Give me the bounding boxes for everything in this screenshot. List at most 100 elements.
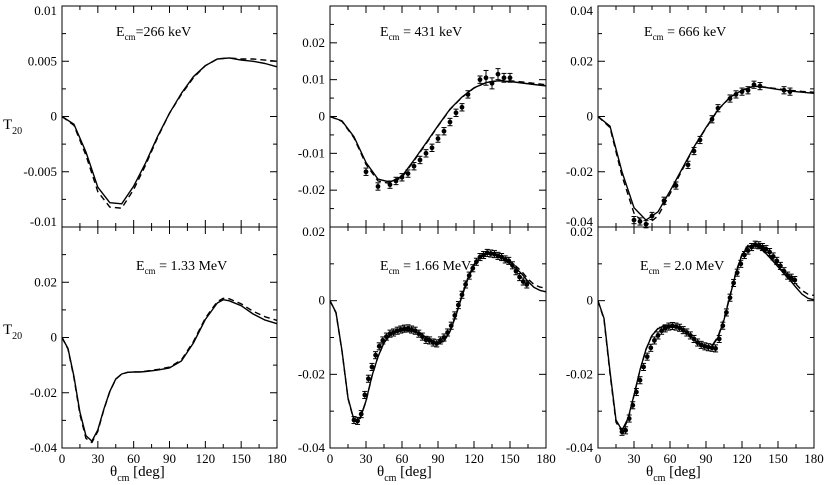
data-point (506, 258, 512, 264)
data-point (412, 328, 418, 334)
energy-annotation: Ecm = 431 keV (380, 25, 462, 42)
y-tick-label: 0.01 (302, 72, 325, 87)
y-tick-label: 0 (319, 293, 326, 308)
y-tick-label: 0.04 (570, 3, 593, 18)
data-point (474, 259, 479, 265)
panel-666kev: Ecm = 666 keV -0.04 -0.02 0 0.02 0.04 (566, 3, 815, 229)
data-point (745, 87, 751, 93)
y-tick-label: -0.04 (566, 214, 594, 229)
y-tick-label: -0.02 (298, 366, 325, 381)
data-point (637, 377, 643, 383)
data-point (355, 418, 360, 424)
data-point (463, 282, 468, 287)
data-point (429, 145, 435, 151)
y-axis-label-top: T20 (3, 117, 22, 137)
data-point (430, 340, 436, 345)
data-point (416, 331, 422, 337)
x-tick-label: 60 (396, 451, 409, 466)
data-point (423, 150, 429, 156)
y-tick-label: 0.005 (28, 53, 57, 68)
data-point (448, 323, 454, 329)
data-point (643, 221, 649, 227)
data-point (770, 254, 776, 259)
x-axis-label-middle: θcm [deg] (377, 464, 432, 484)
data-point (417, 157, 423, 163)
solid-curve (61, 299, 278, 442)
data-point (394, 328, 400, 334)
data-point (691, 336, 697, 342)
energy-annotation: Ecm = 1.33 MeV (136, 259, 227, 276)
y-tick-label: 0.02 (302, 224, 325, 239)
panel-431kev: Ecm = 431 keV -0.02 -0.01 0 0.01 0.02 (298, 5, 547, 228)
data-point (434, 340, 440, 346)
x-tick-label: 30 (91, 451, 104, 466)
data-point (376, 343, 382, 349)
solid-curve (597, 85, 815, 221)
data-point (727, 96, 733, 101)
data-point (673, 324, 679, 329)
data-point (452, 313, 458, 318)
data-point (477, 77, 483, 83)
data-point (441, 128, 447, 134)
data-point (637, 219, 643, 224)
data-point (393, 178, 399, 184)
panel-2-0mev: Ecm = 2.0 MeV -0.04 -0.02 0 0.02 0 30 60 90 120 1… (566, 224, 824, 466)
panel-1-33mev: Ecm = 1.33 MeV -0.04 -0.02 0 0.02 0 30 60 90 120… (30, 226, 287, 466)
x-tick-label: 30 (360, 451, 373, 466)
y-tick-label: 0 (319, 109, 326, 124)
data-point (634, 389, 639, 395)
y-tick-label: 0 (51, 109, 58, 124)
data-point (706, 344, 711, 350)
data-point (670, 323, 675, 329)
data-point (362, 392, 368, 398)
data-point (698, 342, 704, 348)
data-point (623, 427, 628, 433)
data-point (631, 217, 637, 223)
data-point (724, 310, 729, 315)
data-point (662, 325, 668, 331)
data-point (716, 336, 722, 342)
data-point (369, 364, 375, 370)
y-tick-label: -0.005 (23, 164, 57, 179)
data-point (649, 213, 655, 219)
y-tick-label: 0.02 (34, 274, 57, 289)
data-point (648, 345, 654, 351)
energy-annotation: Ecm=266 keV (116, 25, 191, 42)
x-tick-label: 0 (595, 451, 602, 466)
data-point (453, 110, 459, 116)
data-point (739, 89, 745, 95)
data-point (384, 334, 389, 340)
data-point (435, 136, 441, 142)
panel-1-66mev: Ecm = 1.66 MeV -0.04 -0.02 0 0.02 0 30 60 90 120… (298, 224, 556, 466)
data-point (459, 292, 465, 298)
x-tick-label: 90 (700, 451, 713, 466)
data-point (792, 277, 798, 283)
x-tick-label: 150 (500, 451, 520, 466)
y-tick-label: -0.02 (566, 366, 593, 381)
data-point (685, 162, 691, 168)
data-point (756, 242, 762, 248)
data-point (517, 274, 522, 280)
data-point (387, 331, 393, 337)
x-tick-label: 30 (628, 451, 641, 466)
data-point (778, 263, 783, 269)
data-point (713, 346, 718, 351)
data-point (524, 282, 530, 287)
y-tick-label: 0.02 (570, 224, 593, 239)
energy-annotation: Ecm = 666 keV (644, 25, 726, 42)
data-point (733, 92, 739, 97)
data-point (781, 268, 787, 274)
data-point (666, 324, 672, 329)
x-tick-label: 180 (267, 451, 287, 466)
data-point (492, 251, 497, 257)
data-point (445, 330, 450, 335)
x-tick-label: 0 (327, 451, 334, 466)
data-point (720, 323, 726, 329)
data-point (366, 376, 371, 382)
dashed-curve (61, 297, 278, 444)
data-point (709, 345, 715, 351)
y-tick-label: 0 (51, 330, 58, 345)
y-tick-label: -0.04 (30, 440, 58, 455)
data-point (459, 104, 465, 110)
solid-curve (329, 80, 547, 183)
